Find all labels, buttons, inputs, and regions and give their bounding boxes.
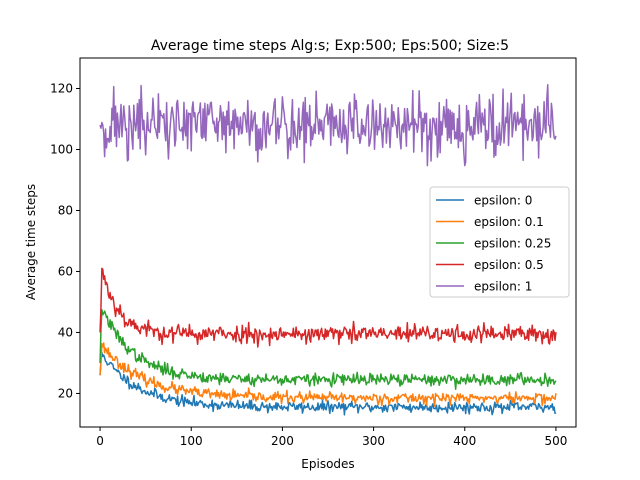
series-layer — [99, 84, 557, 416]
legend-label-2: epsilon: 0.25 — [474, 237, 551, 251]
series-line-0 — [99, 351, 557, 416]
legend-frame — [429, 186, 570, 298]
x-axis: 0 100 200 300 400 500 — [96, 427, 567, 448]
y-tick-label-1: 40 — [58, 325, 73, 339]
legend-label-1: epsilon: 0.1 — [474, 215, 544, 229]
x-tick-label-1: 100 — [180, 434, 203, 448]
legend-label-3: epsilon: 0.5 — [474, 258, 544, 272]
x-tick-label-0: 0 — [96, 434, 104, 448]
x-axis-label: Episodes — [301, 457, 354, 471]
series-line-3 — [99, 267, 557, 348]
legend: epsilon: 0 epsilon: 0.1 epsilon: 0.25 epsil… — [429, 186, 570, 298]
legend-label-4: epsilon: 1 — [474, 280, 532, 294]
x-tick-label-4: 400 — [453, 434, 476, 448]
legend-label-0: epsilon: 0 — [474, 194, 532, 208]
chart-title: Average time steps Alg:s; Exp:500; Eps:5… — [151, 38, 509, 54]
y-axis: 20 40 60 80 100 120 — [50, 81, 80, 400]
series-line-2 — [99, 309, 557, 390]
series-line-4 — [99, 84, 557, 167]
y-tick-label-3: 80 — [58, 203, 73, 217]
y-tick-label-0: 20 — [58, 386, 73, 400]
y-axis-label: Average time steps — [24, 184, 38, 300]
y-tick-label-2: 60 — [58, 264, 73, 278]
plot-area: 0 100 200 300 400 500 20 40 60 80 100 120 — [50, 57, 577, 448]
plot-frame — [79, 57, 577, 428]
x-tick-label-3: 300 — [362, 434, 385, 448]
series-line-1 — [99, 342, 557, 407]
x-tick-label-5: 500 — [544, 434, 567, 448]
y-tick-label-4: 100 — [50, 142, 73, 156]
y-tick-label-5: 120 — [50, 81, 73, 95]
x-tick-label-2: 200 — [271, 434, 294, 448]
